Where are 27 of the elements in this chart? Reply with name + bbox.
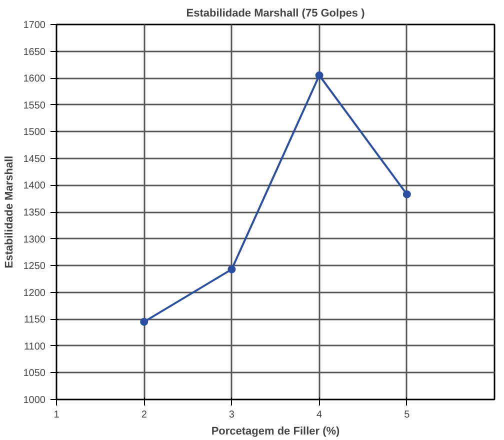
y-tick-label: 1550: [23, 100, 46, 112]
y-axis-title: Estabilidade Marshall: [3, 156, 16, 268]
y-tick-label: 1250: [23, 261, 46, 272]
y-tick-label: 1350: [23, 208, 46, 218]
y-tick-label: 1100: [24, 341, 46, 352]
x-tick-label: 3: [228, 410, 235, 420]
y-tick-label: 1200: [23, 288, 46, 299]
x-axis-title: Porcetagem de Filler (%): [211, 426, 340, 438]
y-tick-label: 1450: [23, 154, 46, 165]
point: [228, 265, 236, 274]
y-tick-label: 1500: [23, 127, 46, 138]
y-tick-label: 1300: [23, 234, 46, 246]
x-tick-label: 2: [141, 410, 148, 420]
y-tick-label: 1600: [23, 74, 46, 85]
y-tick-label: 1700: [23, 20, 46, 31]
y-tick-label: 1150: [24, 314, 46, 326]
point: [402, 190, 411, 198]
y-tick-label: 1050: [23, 368, 46, 380]
y-tick-label: 1650: [23, 46, 46, 58]
point: [315, 71, 324, 80]
chart-title: Estabilidade Marshall (75 Golpes ): [186, 8, 366, 20]
x-tick-label: 5: [404, 410, 410, 420]
point: [140, 318, 148, 326]
x-tick-label: 1: [54, 410, 60, 420]
y-tick-label: 1000: [23, 395, 46, 406]
x-tick-label: 4: [316, 410, 323, 420]
y-tick-label: 1400: [23, 180, 46, 192]
